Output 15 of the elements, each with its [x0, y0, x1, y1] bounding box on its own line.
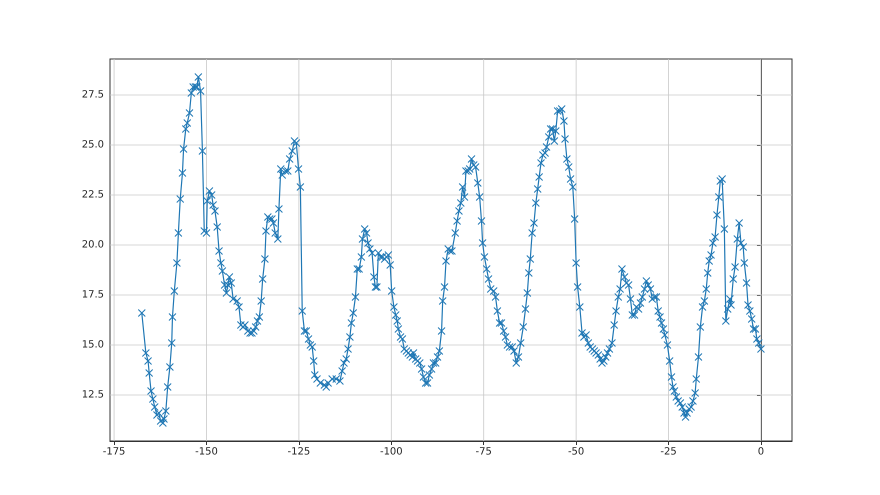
x-tick-label: -100 — [380, 446, 403, 458]
y-tick-label: 12.5 — [82, 390, 104, 400]
x-tick-label: -175 — [102, 446, 126, 458]
x-tick-label: -50 — [568, 446, 584, 458]
x-tick-label: -25 — [660, 446, 677, 458]
x-tick-label: -75 — [476, 446, 492, 458]
y-tick-label: 15.0 — [82, 340, 104, 350]
y-tick-label: 20.0 — [82, 240, 104, 250]
x-tick-label: 0 — [758, 446, 764, 458]
y-tick-label: 25.0 — [82, 140, 104, 150]
y-tick-label: 27.5 — [82, 90, 104, 100]
y-tick-label: 22.5 — [82, 190, 104, 200]
y-tick-label: 17.5 — [82, 290, 104, 300]
x-tick-label: -150 — [195, 446, 218, 458]
x-tick-label: -125 — [288, 446, 310, 458]
